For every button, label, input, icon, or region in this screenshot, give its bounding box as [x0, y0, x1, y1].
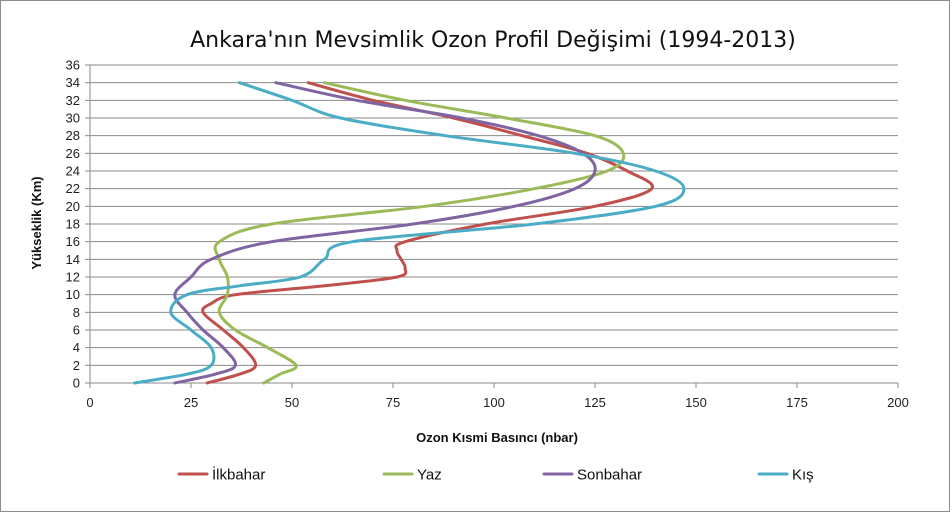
- x-tick-label-3: 75: [386, 395, 400, 410]
- y-tick-label-11: 22: [66, 181, 80, 196]
- x-tick-label-7: 175: [786, 395, 808, 410]
- y-tick-label-1: 2: [73, 358, 80, 373]
- x-tick-label-5: 125: [584, 395, 606, 410]
- y-tick-label-10: 20: [66, 199, 80, 214]
- x-axis-title: Ozon Kısmi Basıncı (nbar): [416, 430, 578, 445]
- chart-title: Ankara'nın Mevsimlik Ozon Profil Değişim…: [190, 28, 796, 53]
- x-tick-label-1: 25: [184, 395, 198, 410]
- y-tick-label-15: 30: [66, 111, 80, 126]
- y-tick-label-5: 10: [66, 287, 80, 302]
- x-tick-label-6: 150: [685, 395, 707, 410]
- y-tick-label-9: 18: [66, 217, 80, 232]
- series-lines: [132, 81, 686, 385]
- y-tick-label-4: 8: [73, 305, 80, 320]
- y-tick-label-2: 4: [73, 340, 80, 355]
- y-tick-label-18: 36: [66, 58, 80, 73]
- y-axis-title: Yükseklik (Km): [29, 176, 44, 269]
- legend-label-2: Sonbahar: [577, 467, 642, 484]
- x-tick-label-4: 100: [483, 395, 505, 410]
- y-tick-label-14: 28: [66, 128, 80, 143]
- x-tick-label-0: 0: [86, 395, 93, 410]
- series-line-2: [173, 81, 597, 385]
- legend-label-1: Yaz: [417, 467, 442, 484]
- series-line-3: [132, 81, 686, 385]
- y-tick-label-7: 14: [66, 252, 80, 267]
- series-line-0: [201, 81, 655, 385]
- x-tick-label-2: 50: [285, 395, 299, 410]
- x-axis-ticks: 0 25 50 75 100 125 150 175 200: [86, 383, 909, 410]
- y-tick-label-0: 0: [73, 376, 80, 391]
- y-tick-label-8: 16: [66, 234, 80, 249]
- legend-label-0: İlkbahar: [212, 466, 265, 484]
- legend: İlkbahar Yaz Sonbahar Kış: [177, 466, 814, 484]
- y-tick-label-17: 34: [66, 75, 80, 90]
- y-tick-label-12: 24: [66, 164, 80, 179]
- y-tick-label-3: 6: [73, 323, 80, 338]
- y-tick-label-16: 32: [66, 93, 80, 108]
- y-tick-label-6: 12: [66, 270, 80, 285]
- gridlines: [90, 64, 898, 366]
- series-line-1: [213, 81, 626, 385]
- legend-label-3: Kış: [792, 467, 814, 484]
- x-tick-label-8: 200: [887, 395, 909, 410]
- y-tick-label-13: 26: [66, 146, 80, 161]
